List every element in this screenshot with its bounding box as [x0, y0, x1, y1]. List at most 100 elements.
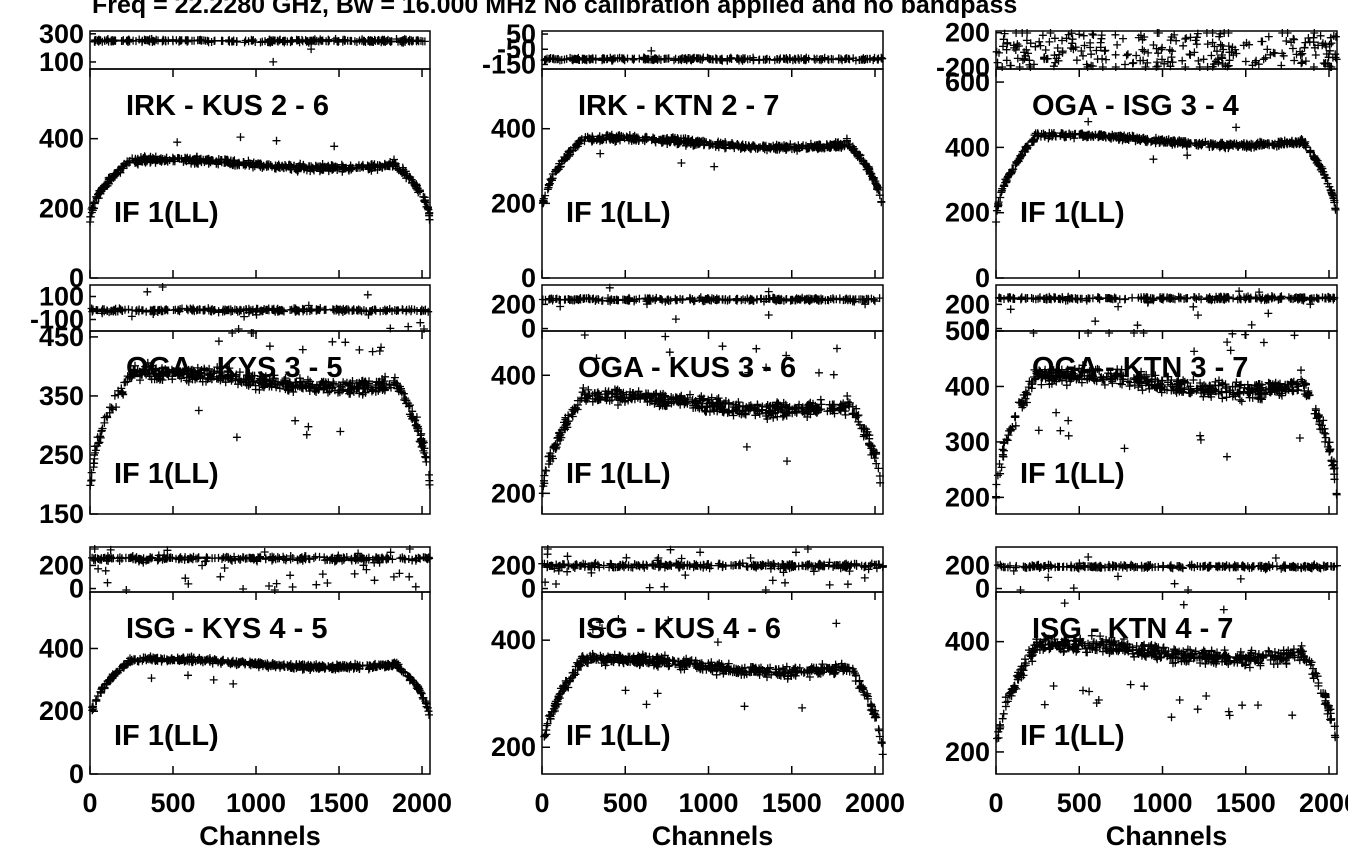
if-label: IF 1(LL): [1020, 197, 1125, 229]
amplitude-points: [538, 130, 886, 208]
amplitude-tick-label: 400: [491, 114, 536, 144]
amplitude-points: [992, 117, 1340, 226]
amplitude-tick-label: 0: [69, 759, 84, 789]
x-axis-label: Channels: [1106, 821, 1228, 851]
phase-tick-label: 0: [521, 574, 536, 604]
x-tick-label: 2000: [845, 788, 905, 818]
amplitude-tick-label: 200: [945, 482, 990, 512]
phase-tick-label: -50: [497, 34, 536, 64]
phase-points: [90, 34, 429, 66]
amplitude-frame: [89, 591, 431, 775]
phase-tick-label: 200: [39, 550, 84, 580]
page-title: Freq = 22.2280 GHz, Bw = 16.000 MHz No c…: [92, 0, 1017, 19]
baseline-label: OGA - KUS 3 - 6: [578, 352, 796, 384]
phase-tick-label: 100: [39, 282, 84, 312]
if-label: IF 1(LL): [566, 458, 671, 490]
x-tick-label: 500: [1057, 788, 1102, 818]
x-tick-label: 0: [82, 788, 97, 818]
x-tick-label: 1500: [1216, 788, 1276, 818]
phase-tick-label: -100: [30, 305, 84, 335]
amplitude-points: [86, 329, 434, 490]
phase-tick-label: -150: [482, 49, 536, 79]
amplitude-tick-label: 400: [945, 132, 990, 162]
phase-tick-label: 200: [945, 18, 990, 48]
if-label: IF 1(LL): [566, 197, 671, 229]
x-tick-label: 1500: [309, 788, 369, 818]
x-tick-label: 0: [988, 788, 1003, 818]
amplitude-tick-label: 200: [39, 696, 84, 726]
amplitude-points: [540, 615, 887, 759]
baseline-label: ISG - KYS 4 - 5: [126, 613, 327, 645]
amplitude-tick-label: 400: [39, 633, 84, 663]
phase-points: [538, 545, 887, 594]
amplitude-tick-label: 400: [945, 371, 990, 401]
if-label: IF 1(LL): [1020, 720, 1125, 752]
phase-points: [87, 283, 433, 333]
phase-tick-label: 100: [39, 47, 84, 77]
x-tick-label: 500: [603, 788, 648, 818]
phase-tick-label: 200: [945, 289, 990, 319]
amplitude-frame: [995, 330, 1338, 515]
if-label: IF 1(LL): [566, 720, 671, 752]
amplitude-tick-label: 300: [945, 427, 990, 457]
x-axis-label: Channels: [652, 821, 774, 851]
amplitude-points: [538, 331, 885, 498]
phase-tick-label: 200: [945, 550, 990, 580]
baseline-label: ISG - KTN 4 - 7: [1032, 613, 1233, 645]
x-tick-label: 1000: [678, 788, 738, 818]
amplitude-tick-label: 450: [39, 322, 84, 352]
amplitude-frame: [541, 330, 884, 515]
x-tick-label: 2000: [1299, 788, 1348, 818]
x-axis-label: Channels: [199, 821, 321, 851]
if-label: IF 1(LL): [1020, 458, 1125, 490]
amplitude-tick-label: 400: [491, 360, 536, 390]
phase-tick-label: 200: [491, 550, 536, 580]
baseline-label: ISG - KUS 4 - 6: [578, 613, 781, 645]
amplitude-points: [993, 599, 1340, 743]
amplitude-tick-label: 200: [945, 737, 990, 767]
amplitude-tick-label: 0: [975, 263, 990, 293]
amplitude-tick-label: 400: [39, 124, 84, 154]
phase-tick-label: 0: [975, 314, 990, 344]
if-label: IF 1(LL): [114, 197, 219, 229]
amplitude-tick-label: 200: [491, 188, 536, 218]
amplitude-tick-label: 200: [491, 732, 536, 762]
amplitude-frame: [89, 330, 431, 515]
amplitude-tick-label: 400: [945, 627, 990, 657]
phase-points: [88, 545, 434, 594]
amplitude-points: [88, 652, 433, 719]
baseline-label: OGA - KYS 3 - 5: [126, 352, 342, 384]
phase-tick-label: 0: [69, 574, 84, 604]
if-label: IF 1(LL): [114, 458, 219, 490]
phase-frame: [541, 284, 884, 332]
x-tick-label: 2000: [392, 788, 452, 818]
amplitude-tick-label: 0: [521, 263, 536, 293]
phase-tick-label: 0: [521, 314, 536, 344]
baseline-label: OGA - KTN 3 - 7: [1032, 352, 1248, 384]
amplitude-points: [86, 133, 434, 226]
amplitude-tick-label: 350: [39, 381, 84, 411]
x-tick-label: 0: [534, 788, 549, 818]
phase-points: [538, 283, 884, 324]
amplitude-frame: [541, 591, 884, 775]
x-tick-label: 1500: [762, 788, 822, 818]
amplitude-frame: [995, 591, 1338, 775]
panel-irk-ktn: 50-50-150 400 200 0 IRK - KTN 2 - 7 IF 1(LL): [482, 19, 887, 293]
amplitude-tick-label: 200: [39, 193, 84, 223]
if-label: IF 1(LL): [114, 720, 219, 752]
amplitude-frame: [89, 68, 431, 279]
amplitude-frame: [541, 68, 884, 279]
amplitude-tick-label: 600: [945, 67, 990, 97]
phase-tick-label: 200: [491, 289, 536, 319]
amplitude-tick-label: 200: [945, 198, 990, 228]
